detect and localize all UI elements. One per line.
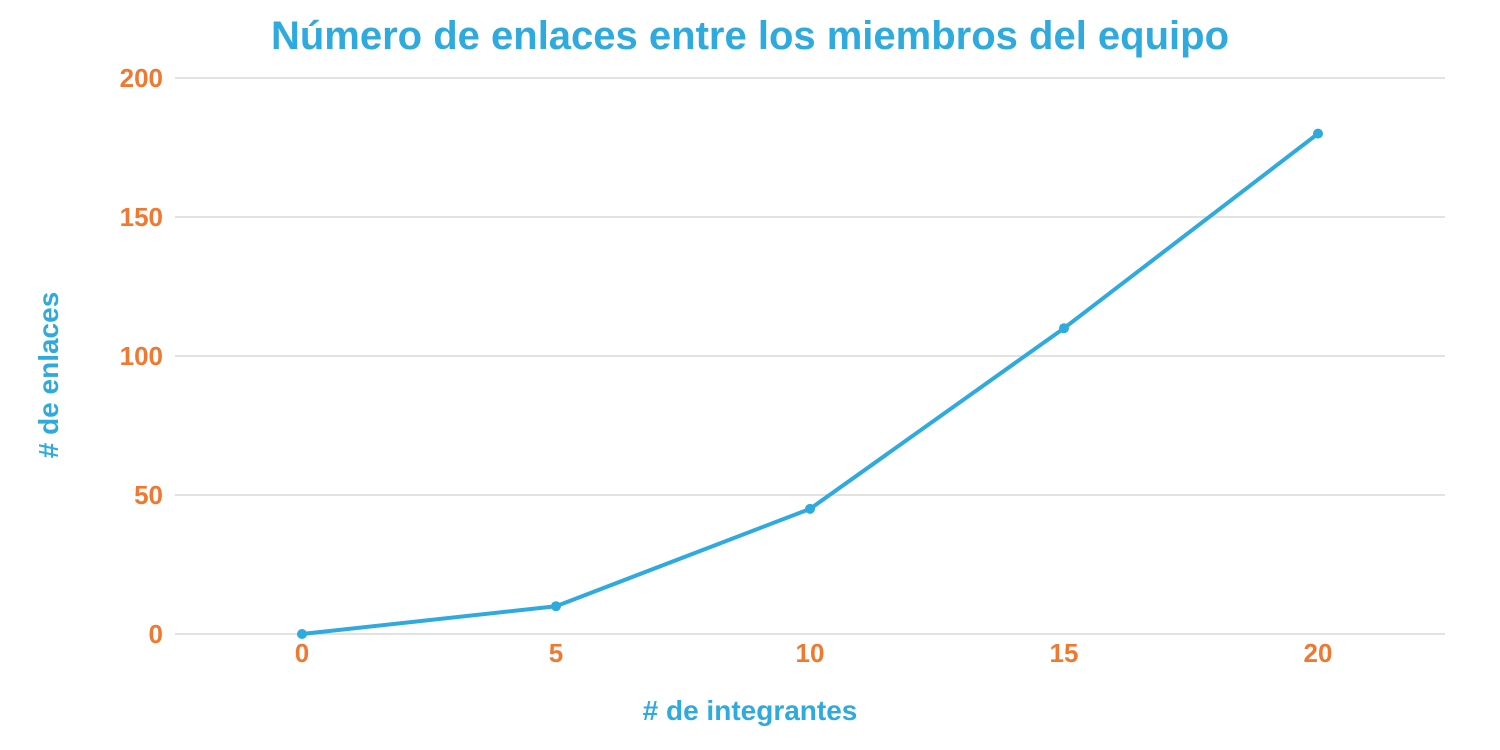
x-axis-label: # de integrantes — [643, 695, 858, 726]
x-tick-label: 15 — [1050, 638, 1079, 668]
data-point — [1313, 128, 1323, 139]
x-tick-label: 20 — [1304, 638, 1333, 668]
x-tick-label: 0 — [295, 638, 309, 668]
data-point — [805, 503, 815, 514]
series-layer — [297, 128, 1323, 639]
gridlines — [175, 77, 1445, 635]
data-point — [1059, 323, 1069, 334]
data-point — [297, 629, 307, 639]
series-line-0 — [300, 131, 1320, 636]
y-axis-label: # de enlaces — [33, 292, 64, 459]
y-tick-label: 200 — [120, 63, 163, 93]
x-tick-label: 5 — [549, 638, 563, 668]
x-tick-label: 10 — [796, 638, 825, 668]
y-tick-label: 50 — [134, 480, 163, 510]
y-tick-label: 100 — [120, 341, 163, 371]
y-tick-label: 0 — [149, 619, 163, 649]
data-point — [551, 601, 561, 612]
y-axis-ticks: 0 50 100 150 200 — [120, 63, 163, 649]
chart-title: Número de enlaces entre los miembros del… — [271, 14, 1229, 58]
x-axis-ticks: 0 5 10 15 20 — [295, 638, 1333, 668]
y-tick-label: 150 — [120, 202, 163, 232]
